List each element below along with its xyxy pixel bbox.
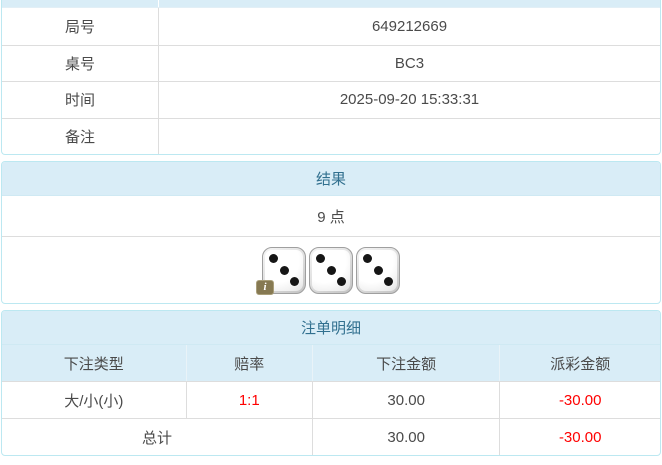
die-face-1: i — [256, 246, 306, 295]
info-row-time: 时间 2025-09-20 15:33:31 — [2, 81, 660, 118]
die-dot — [290, 277, 299, 287]
bet-details-title: 注单明细 — [2, 311, 660, 345]
info-row-round-number: 局号 649212669 — [2, 8, 660, 45]
die-face-2 — [309, 246, 353, 294]
col-header-odds: 赔率 — [185, 345, 312, 381]
die-dot — [363, 254, 372, 264]
col-header-payout: 派彩金额 — [499, 345, 660, 381]
die-dot — [373, 265, 383, 275]
bet-payout-cell: -30.00 — [499, 382, 660, 418]
bet-amount-cell: 30.00 — [311, 382, 500, 418]
time-label: 时间 — [2, 82, 159, 118]
die-face-3 — [356, 246, 400, 294]
info-row-remark: 备注 — [2, 117, 660, 155]
col-header-bet-type: 下注类型 — [63, 355, 124, 373]
game-info-panel: 局号 649212669 桌号 BC3 时间 2025-09-20 15:33:… — [1, 0, 661, 155]
remark-value — [159, 119, 660, 155]
total-row: 总计 30.00 -30.00 — [2, 418, 660, 455]
total-payout: -30.00 — [499, 419, 660, 455]
die-dot — [326, 265, 336, 275]
die-dot — [269, 254, 278, 264]
total-label: 总计 — [141, 429, 172, 447]
bet-table-header-row: 下注类型 赔率 下注金额 派彩金额 — [2, 345, 660, 381]
clipped-table-header — [2, 0, 660, 8]
die-dot — [279, 265, 289, 275]
bet-details-panel: 注单明细 下注类型 赔率 下注金额 派彩金额 大/小(小) 1:1 30.00 … — [1, 310, 661, 456]
column-divider — [158, 0, 159, 7]
round-number-value: 649212669 — [371, 17, 448, 35]
remark-label: 备注 — [2, 118, 159, 154]
col-header-bet-amount: 下注金额 — [311, 345, 500, 381]
die-dot — [384, 277, 393, 287]
bet-odds-cell: 1:1 — [185, 382, 312, 418]
dice-info-icon[interactable]: i — [256, 279, 274, 295]
bet-type-cell: 大/小(小) — [64, 392, 124, 410]
bet-row: 大/小(小) 1:1 30.00 -30.00 — [2, 381, 660, 418]
table-number-label: 桌号 — [2, 45, 159, 81]
dice-container: i — [2, 237, 660, 303]
die-dot — [337, 277, 346, 287]
result-panel-title: 结果 — [2, 162, 660, 196]
total-bet-amount: 30.00 — [311, 419, 500, 455]
die-dot — [316, 254, 325, 264]
result-panel: 结果 9 点 i — [1, 161, 661, 304]
result-points: 9 点 — [2, 196, 660, 237]
table-number-value: BC3 — [394, 54, 425, 72]
round-number-label: 局号 — [2, 8, 159, 45]
info-row-table-number: 桌号 BC3 — [2, 44, 660, 81]
time-value: 2025-09-20 15:33:31 — [339, 91, 480, 109]
